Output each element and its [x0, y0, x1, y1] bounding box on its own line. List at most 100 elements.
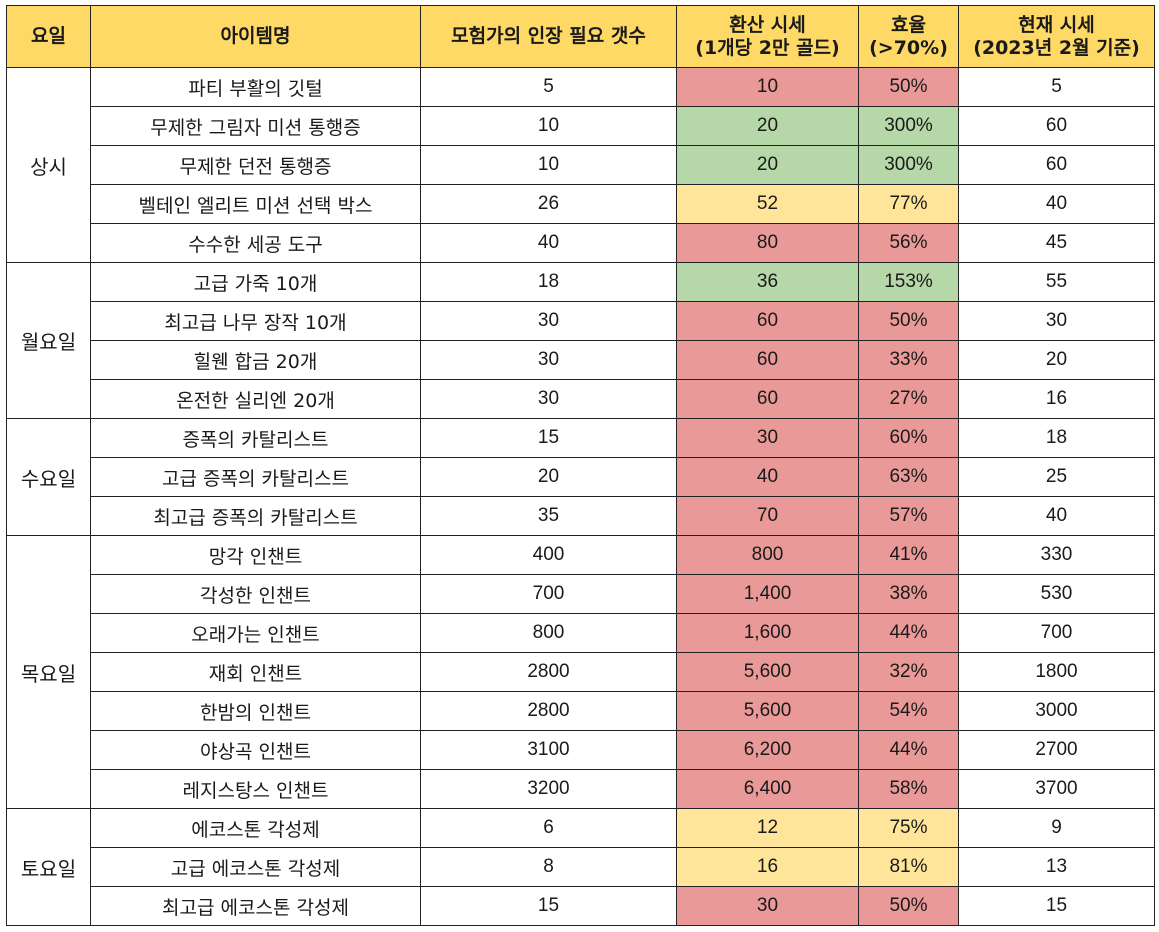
header-efficiency[interactable]: 효율 (>70%): [858, 5, 959, 68]
current-price-cell[interactable]: 3000: [958, 691, 1155, 731]
seals-cell[interactable]: 800: [420, 613, 677, 653]
seals-cell[interactable]: 35: [420, 496, 677, 536]
item-name-cell[interactable]: 무제한 던전 통행증: [90, 145, 421, 185]
seals-cell[interactable]: 10: [420, 145, 677, 185]
seals-cell[interactable]: 15: [420, 886, 677, 926]
converted-price-cell[interactable]: 12: [676, 808, 859, 848]
header-seals-required[interactable]: 모험가의 인장 필요 갯수: [420, 5, 677, 68]
current-price-cell[interactable]: 40: [958, 184, 1155, 224]
item-name-cell[interactable]: 고급 가죽 10개: [90, 262, 421, 302]
item-name-cell[interactable]: 벨테인 엘리트 미션 선택 박스: [90, 184, 421, 224]
efficiency-cell[interactable]: 75%: [858, 808, 959, 848]
current-price-cell[interactable]: 13: [958, 847, 1155, 887]
efficiency-cell[interactable]: 41%: [858, 535, 959, 575]
header-current-price[interactable]: 현재 시세 (2023년 2월 기준): [958, 5, 1155, 68]
item-name-cell[interactable]: 레지스탕스 인챈트: [90, 769, 421, 809]
current-price-cell[interactable]: 2700: [958, 730, 1155, 770]
day-cell[interactable]: 목요일: [6, 535, 91, 809]
converted-price-cell[interactable]: 70: [676, 496, 859, 536]
seals-cell[interactable]: 30: [420, 301, 677, 341]
item-name-cell[interactable]: 최고급 나무 장작 10개: [90, 301, 421, 341]
converted-price-cell[interactable]: 1,600: [676, 613, 859, 653]
item-name-cell[interactable]: 한밤의 인챈트: [90, 691, 421, 731]
current-price-cell[interactable]: 60: [958, 106, 1155, 146]
header-day[interactable]: 요일: [6, 5, 91, 68]
item-name-cell[interactable]: 힐웬 합금 20개: [90, 340, 421, 380]
item-name-cell[interactable]: 재회 인챈트: [90, 652, 421, 692]
seals-cell[interactable]: 30: [420, 340, 677, 380]
item-name-cell[interactable]: 각성한 인챈트: [90, 574, 421, 614]
current-price-cell[interactable]: 30: [958, 301, 1155, 341]
efficiency-cell[interactable]: 300%: [858, 145, 959, 185]
item-name-cell[interactable]: 최고급 증폭의 카탈리스트: [90, 496, 421, 536]
efficiency-cell[interactable]: 50%: [858, 886, 959, 926]
day-cell[interactable]: 수요일: [6, 418, 91, 536]
seals-cell[interactable]: 30: [420, 379, 677, 419]
day-cell[interactable]: 토요일: [6, 808, 91, 926]
converted-price-cell[interactable]: 20: [676, 106, 859, 146]
efficiency-cell[interactable]: 81%: [858, 847, 959, 887]
efficiency-cell[interactable]: 50%: [858, 67, 959, 107]
item-name-cell[interactable]: 고급 에코스톤 각성제: [90, 847, 421, 887]
converted-price-cell[interactable]: 60: [676, 301, 859, 341]
seals-cell[interactable]: 40: [420, 223, 677, 263]
item-name-cell[interactable]: 증폭의 카탈리스트: [90, 418, 421, 458]
day-cell[interactable]: 상시: [6, 67, 91, 263]
efficiency-cell[interactable]: 58%: [858, 769, 959, 809]
efficiency-cell[interactable]: 300%: [858, 106, 959, 146]
seals-cell[interactable]: 5: [420, 67, 677, 107]
efficiency-cell[interactable]: 33%: [858, 340, 959, 380]
converted-price-cell[interactable]: 5,600: [676, 652, 859, 692]
seals-cell[interactable]: 20: [420, 457, 677, 497]
current-price-cell[interactable]: 45: [958, 223, 1155, 263]
item-name-cell[interactable]: 파티 부활의 깃털: [90, 67, 421, 107]
current-price-cell[interactable]: 55: [958, 262, 1155, 302]
item-name-cell[interactable]: 무제한 그림자 미션 통행증: [90, 106, 421, 146]
converted-price-cell[interactable]: 52: [676, 184, 859, 224]
efficiency-cell[interactable]: 77%: [858, 184, 959, 224]
efficiency-cell[interactable]: 57%: [858, 496, 959, 536]
efficiency-cell[interactable]: 44%: [858, 730, 959, 770]
converted-price-cell[interactable]: 30: [676, 418, 859, 458]
header-converted-price[interactable]: 환산 시세 (1개당 2만 골드): [676, 5, 859, 68]
efficiency-cell[interactable]: 50%: [858, 301, 959, 341]
converted-price-cell[interactable]: 6,200: [676, 730, 859, 770]
seals-cell[interactable]: 8: [420, 847, 677, 887]
converted-price-cell[interactable]: 60: [676, 340, 859, 380]
converted-price-cell[interactable]: 16: [676, 847, 859, 887]
current-price-cell[interactable]: 40: [958, 496, 1155, 536]
item-name-cell[interactable]: 에코스톤 각성제: [90, 808, 421, 848]
item-name-cell[interactable]: 망각 인챈트: [90, 535, 421, 575]
current-price-cell[interactable]: 16: [958, 379, 1155, 419]
converted-price-cell[interactable]: 6,400: [676, 769, 859, 809]
efficiency-cell[interactable]: 27%: [858, 379, 959, 419]
converted-price-cell[interactable]: 30: [676, 886, 859, 926]
item-name-cell[interactable]: 오래가는 인챈트: [90, 613, 421, 653]
converted-price-cell[interactable]: 10: [676, 67, 859, 107]
seals-cell[interactable]: 15: [420, 418, 677, 458]
current-price-cell[interactable]: 530: [958, 574, 1155, 614]
seals-cell[interactable]: 700: [420, 574, 677, 614]
seals-cell[interactable]: 3100: [420, 730, 677, 770]
item-name-cell[interactable]: 최고급 에코스톤 각성제: [90, 886, 421, 926]
seals-cell[interactable]: 18: [420, 262, 677, 302]
current-price-cell[interactable]: 3700: [958, 769, 1155, 809]
seals-cell[interactable]: 2800: [420, 691, 677, 731]
efficiency-cell[interactable]: 56%: [858, 223, 959, 263]
item-name-cell[interactable]: 고급 증폭의 카탈리스트: [90, 457, 421, 497]
efficiency-cell[interactable]: 153%: [858, 262, 959, 302]
seals-cell[interactable]: 3200: [420, 769, 677, 809]
current-price-cell[interactable]: 5: [958, 67, 1155, 107]
converted-price-cell[interactable]: 800: [676, 535, 859, 575]
header-item-name[interactable]: 아이템명: [90, 5, 421, 68]
day-cell[interactable]: 월요일: [6, 262, 91, 419]
seals-cell[interactable]: 10: [420, 106, 677, 146]
seals-cell[interactable]: 26: [420, 184, 677, 224]
efficiency-cell[interactable]: 54%: [858, 691, 959, 731]
item-name-cell[interactable]: 온전한 실리엔 20개: [90, 379, 421, 419]
current-price-cell[interactable]: 18: [958, 418, 1155, 458]
current-price-cell[interactable]: 1800: [958, 652, 1155, 692]
converted-price-cell[interactable]: 5,600: [676, 691, 859, 731]
converted-price-cell[interactable]: 36: [676, 262, 859, 302]
converted-price-cell[interactable]: 80: [676, 223, 859, 263]
